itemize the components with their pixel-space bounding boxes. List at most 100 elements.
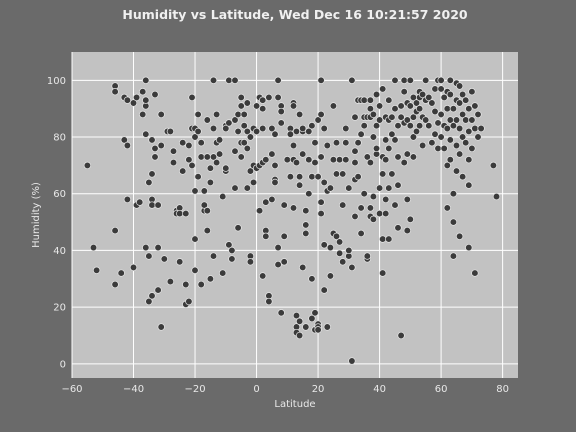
scatter-point [468, 116, 476, 124]
scatter-point [311, 309, 319, 317]
x-tick-label: −40 [123, 384, 144, 395]
scatter-point [185, 297, 193, 306]
scatter-point [203, 116, 211, 124]
scatter-point [268, 195, 276, 204]
scatter-point [265, 93, 273, 102]
scatter-point [455, 232, 464, 240]
scatter-point [409, 133, 418, 141]
scatter-point [240, 110, 248, 119]
scatter-point [191, 235, 199, 243]
scatter-point [462, 116, 470, 124]
scatter-point [452, 141, 461, 150]
scatter-point [154, 201, 162, 209]
scatter-point [252, 127, 261, 136]
scatter-point [154, 243, 162, 252]
scatter-point [335, 249, 344, 257]
scatter-point [425, 122, 433, 130]
scatter-point [379, 235, 387, 243]
scatter-point [311, 139, 319, 147]
scatter-point [209, 76, 218, 84]
scatter-point [348, 357, 356, 365]
x-tick-label: 20 [312, 384, 325, 395]
scatter-point [268, 124, 276, 133]
scatter-point [403, 226, 411, 235]
scatter-point [443, 105, 451, 113]
scatter-point [465, 127, 473, 136]
scatter-point [477, 124, 485, 133]
scatter-point [145, 178, 153, 187]
scatter-point [292, 311, 301, 320]
scatter-point [89, 243, 98, 252]
scatter-point [394, 153, 402, 161]
scatter-point [351, 147, 359, 155]
scatter-point [412, 127, 421, 136]
scatter-point [145, 252, 153, 260]
scatter-point [326, 184, 335, 192]
scatter-point [369, 192, 378, 201]
scatter-point [191, 133, 199, 141]
scatter-point [406, 215, 414, 223]
x-tick-label: −60 [61, 384, 82, 395]
scatter-point [403, 150, 411, 158]
scatter-point [449, 122, 458, 130]
scatter-point [289, 204, 298, 212]
scatter-point [446, 136, 454, 144]
scatter-point [342, 139, 350, 147]
scatter-point [123, 195, 132, 204]
scatter-point [203, 226, 211, 235]
scatter-point [157, 110, 165, 119]
x-axis-label: Latitude [274, 399, 315, 410]
scatter-point [422, 116, 430, 124]
scatter-point [151, 153, 159, 161]
scatter-point [311, 158, 319, 167]
scatter-point [111, 226, 119, 235]
scatter-point [437, 76, 445, 84]
scatter-point [409, 113, 418, 121]
scatter-point [182, 209, 190, 218]
scatter-point [455, 99, 464, 107]
scatter-point [246, 258, 255, 266]
scatter-point [326, 272, 335, 280]
scatter-point [418, 141, 427, 150]
scatter-point [231, 184, 239, 192]
scatter-point [145, 297, 153, 306]
scatter-point [388, 170, 396, 178]
scatter-point [437, 110, 445, 119]
scatter-point [289, 141, 298, 150]
scatter-point [182, 280, 190, 289]
scatter-point [449, 105, 458, 113]
scatter-point [222, 124, 230, 133]
scatter-point [277, 309, 285, 317]
scatter-point [308, 122, 316, 130]
scatter-point [212, 110, 221, 119]
scatter-point [455, 150, 464, 158]
scatter-point [255, 207, 264, 215]
scatter-point [151, 144, 159, 153]
scatter-point [160, 255, 168, 263]
scatter-point [388, 113, 396, 121]
scatter-point [446, 156, 454, 164]
scatter-point [415, 122, 424, 130]
scatter-point [440, 144, 448, 153]
scatter-point [302, 323, 310, 331]
scatter-point [391, 76, 399, 84]
scatter-point [228, 255, 236, 263]
scatter-point [92, 266, 101, 274]
scatter-point [283, 156, 291, 164]
scatter-point [191, 187, 199, 195]
y-axis-ticks: 0 20 40 60 80 100 [47, 76, 66, 370]
scatter-point [363, 252, 371, 260]
y-axis-label: Humidity (%) [31, 182, 42, 248]
scatter-point [332, 170, 341, 178]
scatter-point [299, 150, 307, 158]
scatter-point [259, 272, 267, 280]
scatter-point [391, 201, 399, 209]
scatter-point [259, 124, 267, 133]
scatter-point [446, 90, 454, 99]
scatter-point [83, 161, 92, 170]
scatter-point [271, 161, 279, 170]
scatter-point [234, 224, 242, 232]
scatter-point [280, 232, 288, 240]
scatter-point [197, 153, 205, 161]
scatter-point [403, 116, 411, 124]
